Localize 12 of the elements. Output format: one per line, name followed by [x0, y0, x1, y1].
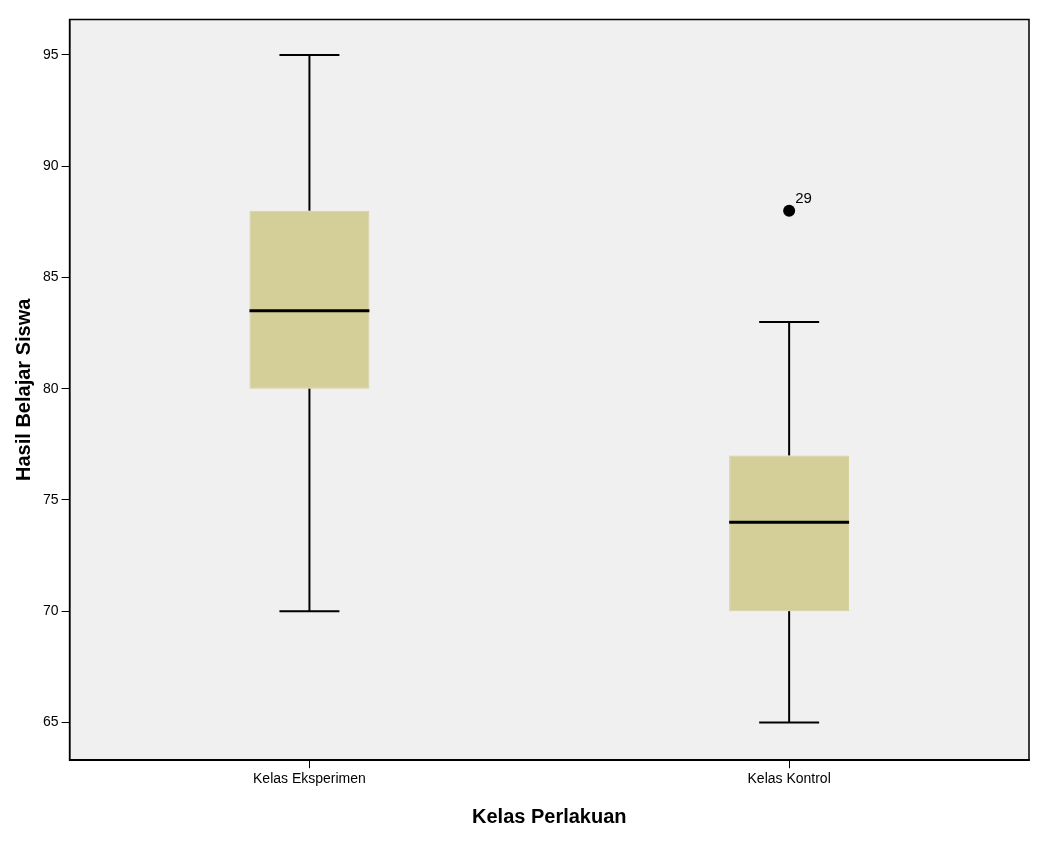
y-tick-label: 70 [42, 602, 59, 619]
annotation: 29 [795, 189, 812, 207]
y-axis-title: Hasil Belajar Siswa [11, 297, 34, 481]
x-tick-label: Kelas Eksperimen [253, 770, 366, 787]
y-tick-label: 95 [42, 45, 59, 62]
y-tick-label: 85 [42, 268, 59, 285]
y-tick-label: 80 [42, 379, 59, 396]
y-tick-label: 90 [42, 157, 59, 174]
x-tick-label: Kelas Kontrol [747, 770, 831, 787]
y-tick-label: 65 [42, 713, 59, 730]
x-axis-title: Kelas Perlakuan [472, 804, 627, 827]
y-tick-label: 75 [42, 490, 59, 507]
